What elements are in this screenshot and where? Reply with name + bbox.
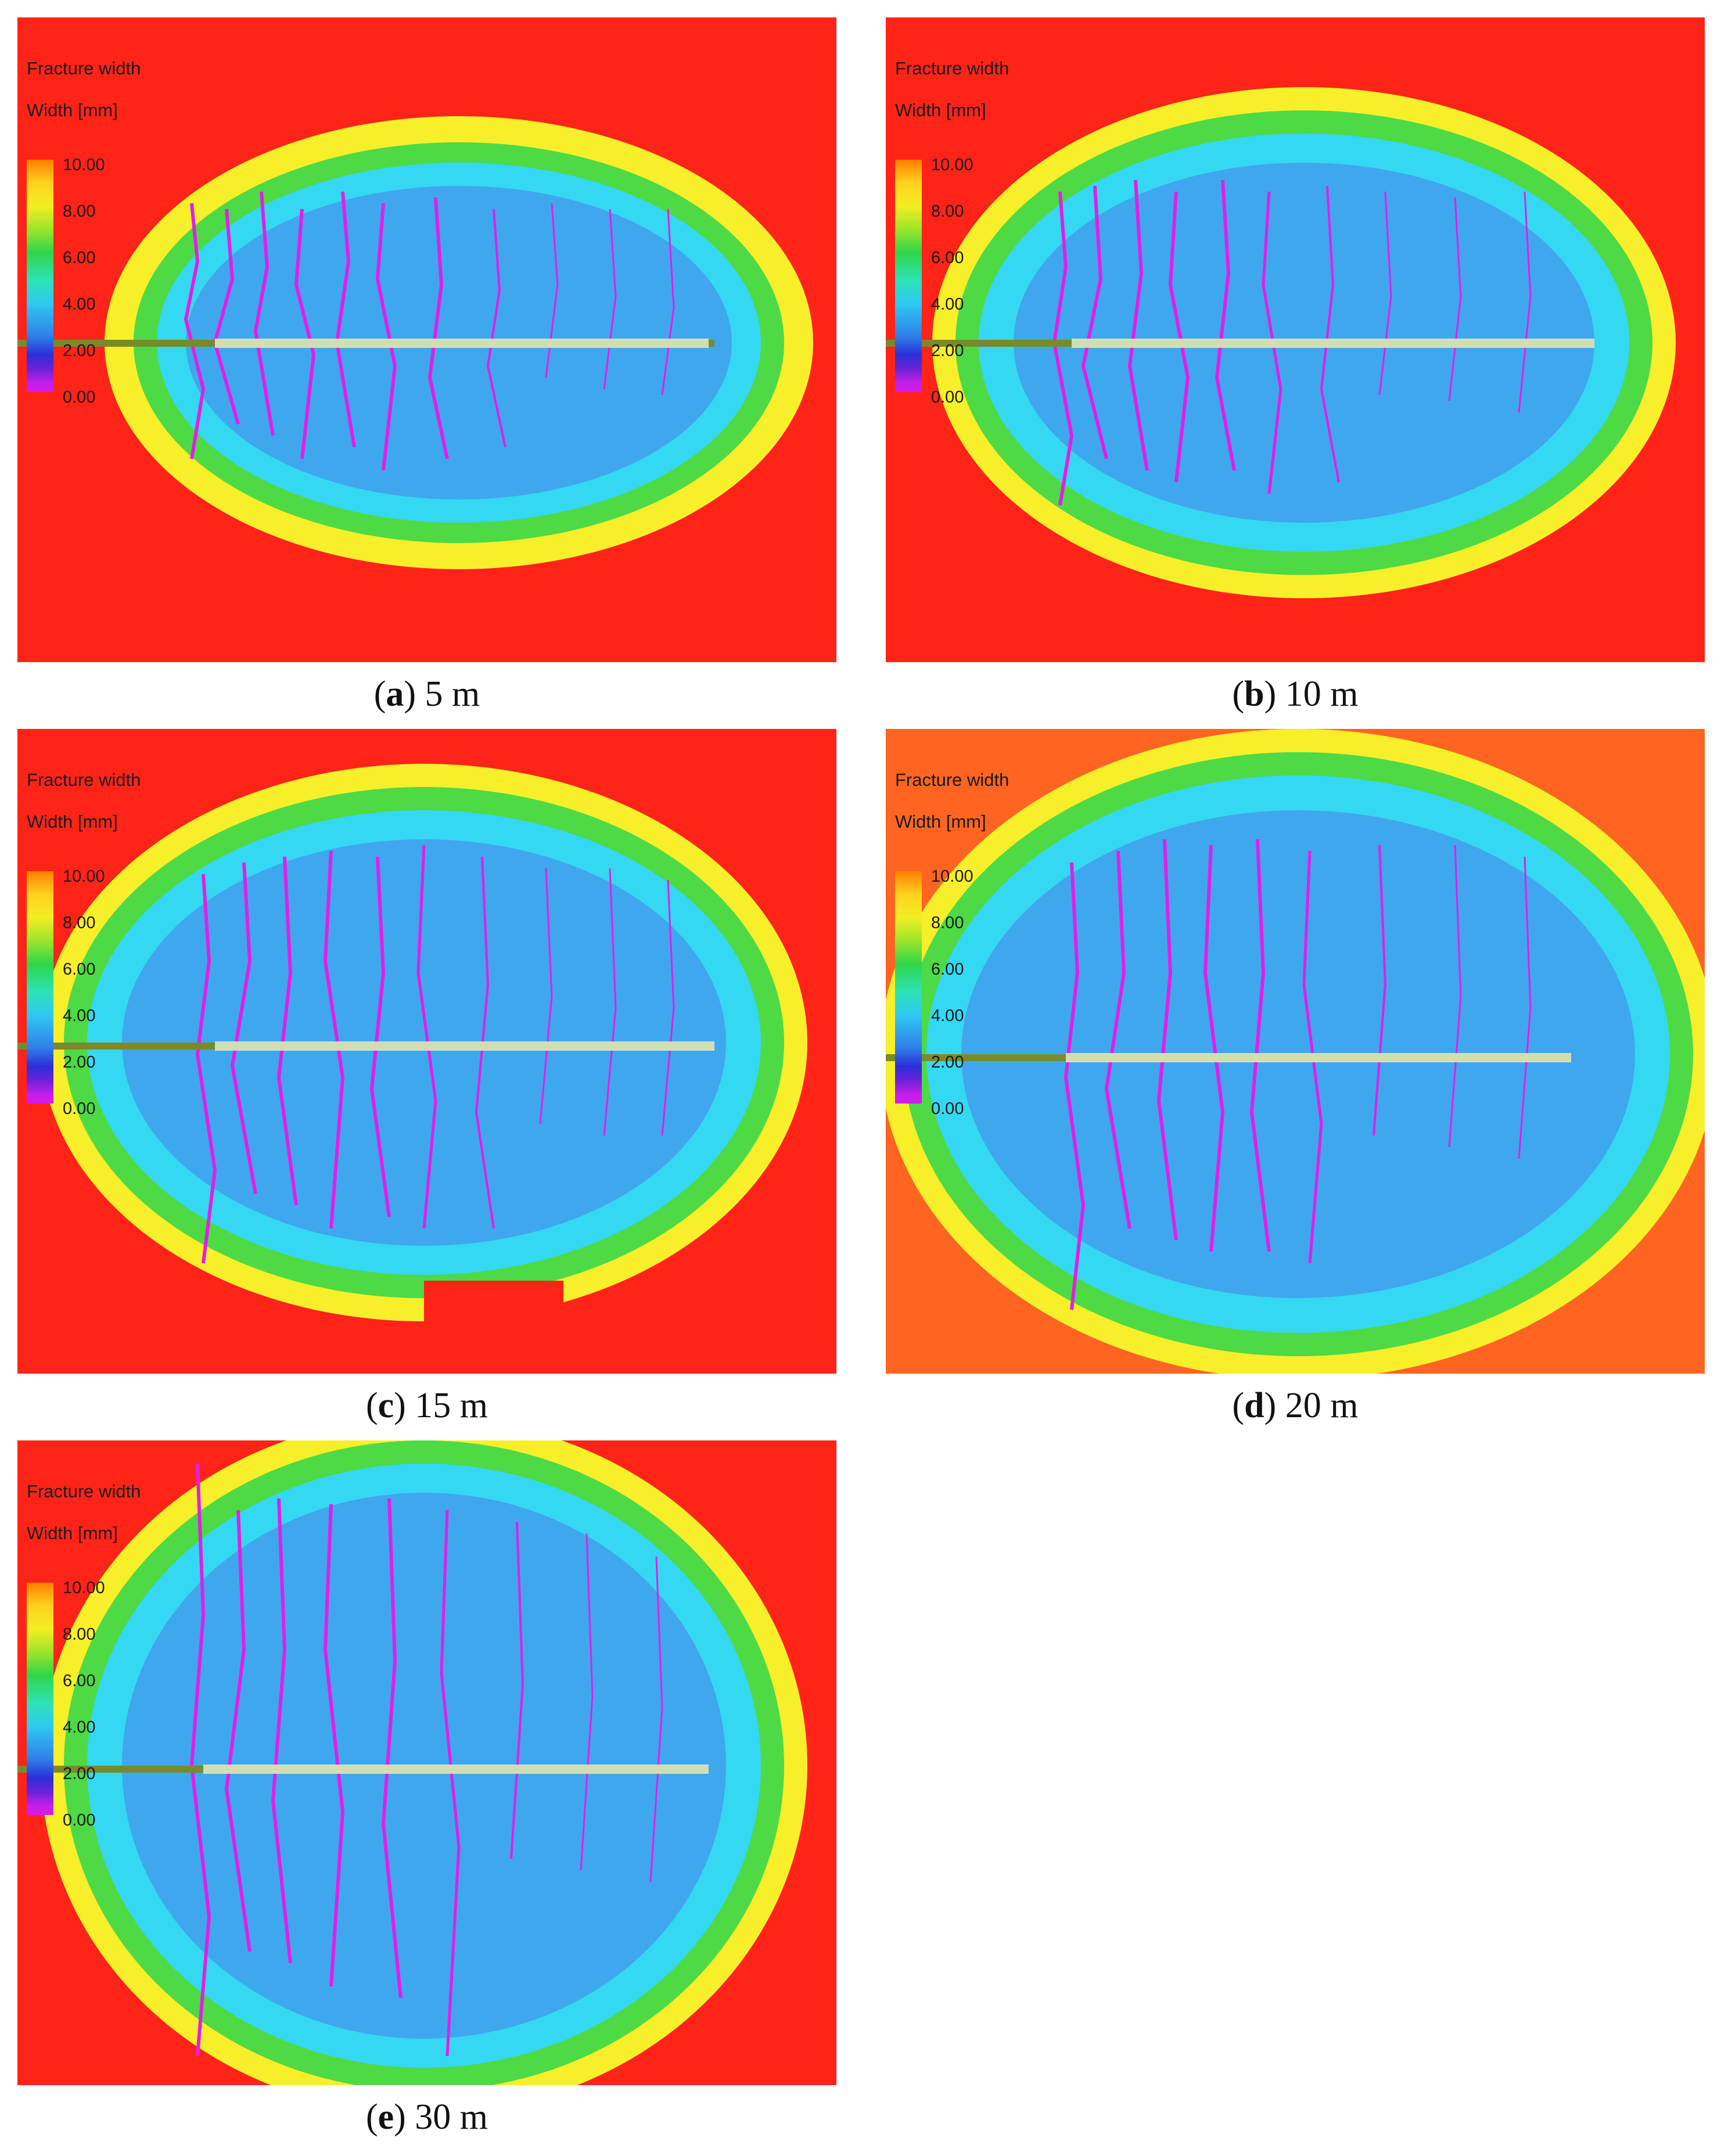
colorbar	[27, 871, 53, 1104]
legend-unit: Width [mm]	[27, 1523, 118, 1543]
legend-title: Fracture width	[895, 770, 1009, 790]
caption-c: (c) 15 m	[365, 1386, 488, 1425]
legend-a: Fracture width Width [mm] 10.00 8.00 6.0…	[27, 52, 166, 412]
tick-0: 0.00	[931, 1099, 964, 1118]
tick-2: 2.00	[931, 1053, 964, 1072]
colorbar	[895, 871, 922, 1104]
caption-d: (d) 20 m	[1232, 1386, 1359, 1425]
panel-d: Fracture width Width [mm] 10.00 8.00 6.0…	[886, 729, 1705, 1374]
colorbar	[27, 1583, 53, 1815]
tick-10: 10.00	[63, 867, 105, 886]
tick-4: 4.00	[63, 295, 96, 314]
tick-0: 0.00	[63, 1099, 96, 1118]
tick-8: 8.00	[63, 1625, 96, 1644]
legend-title: Fracture width	[27, 1481, 141, 1501]
tick-6: 6.00	[931, 960, 964, 979]
legend-title: Fracture width	[27, 770, 141, 790]
caption-b: (b) 10 m	[1232, 674, 1359, 714]
legend-title: Fracture width	[895, 58, 1009, 78]
tick-8: 8.00	[63, 202, 96, 221]
fracture-map-d	[886, 729, 1705, 1374]
legend-unit: Width [mm]	[895, 100, 986, 120]
colorbar	[27, 160, 53, 392]
fracture-map-c	[17, 729, 836, 1374]
tick-2: 2.00	[63, 1765, 96, 1783]
panel-a: Fracture width Width [mm] 10.00 8.00 6.0…	[17, 17, 836, 662]
tick-0: 0.00	[63, 388, 96, 407]
legend-unit: Width [mm]	[27, 100, 118, 120]
tick-8: 8.00	[931, 914, 964, 932]
tick-6: 6.00	[63, 1672, 96, 1690]
tick-8: 8.00	[931, 202, 964, 221]
tick-0: 0.00	[63, 1811, 96, 1830]
tick-8: 8.00	[63, 914, 96, 932]
tick-10: 10.00	[931, 156, 973, 174]
tick-2: 2.00	[63, 1053, 96, 1072]
fracture-map-e	[17, 1440, 836, 2085]
legend-e: Fracture width Width [mm] 10.00 8.00 6.0…	[27, 1475, 166, 1835]
caption-a: (a) 5 m	[373, 674, 480, 714]
caption-e: (e) 30 m	[365, 2097, 488, 2137]
fracture-map-a	[17, 17, 836, 662]
colorbar	[895, 160, 922, 392]
tick-10: 10.00	[63, 1579, 105, 1597]
panel-c: Fracture width Width [mm] 10.00 8.00 6.0…	[17, 729, 836, 1374]
legend-c: Fracture width Width [mm] 10.00 8.00 6.0…	[27, 764, 166, 1124]
legend-b: Fracture width Width [mm] 10.00 8.00 6.0…	[895, 52, 1034, 412]
tick-10: 10.00	[931, 867, 973, 886]
tick-10: 10.00	[63, 156, 105, 174]
panel-e: Fracture width Width [mm] 10.00 8.00 6.0…	[17, 1440, 836, 2085]
tick-0: 0.00	[931, 388, 964, 407]
fracture-network-a	[184, 191, 675, 471]
tick-4: 4.00	[931, 295, 964, 314]
tick-2: 2.00	[63, 342, 96, 360]
fracture-network-b	[1052, 179, 1532, 506]
fracture-network-c	[195, 845, 675, 1264]
tick-4: 4.00	[63, 1007, 96, 1025]
tick-6: 6.00	[63, 960, 96, 979]
tick-6: 6.00	[63, 249, 96, 267]
tick-6: 6.00	[931, 249, 964, 267]
legend-unit: Width [mm]	[895, 811, 986, 832]
tick-2: 2.00	[931, 342, 964, 360]
legend-unit: Width [mm]	[27, 811, 118, 832]
fracture-map-b	[886, 17, 1705, 662]
fracture-network-d	[1064, 839, 1532, 1310]
legend-title: Fracture width	[27, 58, 141, 78]
tick-4: 4.00	[63, 1718, 96, 1737]
panel-b: Fracture width Width [mm] 10.00 8.00 6.0…	[886, 17, 1705, 662]
tick-4: 4.00	[931, 1007, 964, 1025]
legend-d: Fracture width Width [mm] 10.00 8.00 6.0…	[895, 764, 1034, 1124]
